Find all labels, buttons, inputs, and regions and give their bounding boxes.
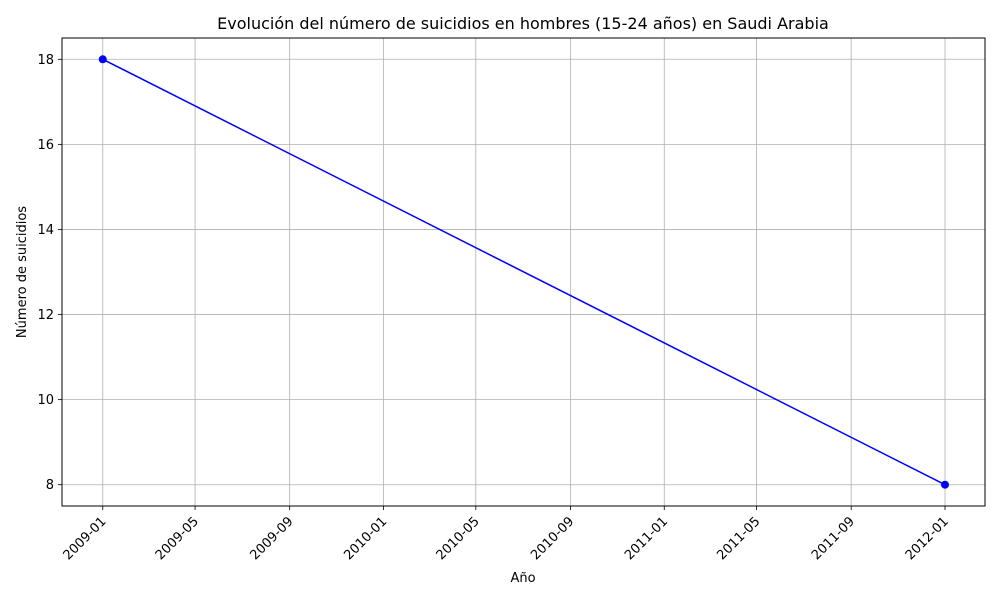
x-tick-label: 2009-01 [61,514,110,563]
y-tick-label: 18 [37,53,54,68]
y-axis-label: Número de suicidios [15,206,30,338]
x-tick-label: 2011-09 [809,514,858,563]
x-tick-label: 2009-09 [247,514,296,563]
x-tick-label: 2011-01 [622,514,671,563]
data-point [98,55,107,64]
x-axis-ticks: 2009-01 2009-05 2009-09 2010-01 2010-05 2010-… [61,506,952,563]
x-tick-label: 2011-05 [714,514,763,563]
y-tick-label: 12 [37,308,54,323]
x-tick-label: 2010-09 [528,514,577,563]
y-tick-label: 8 [46,478,54,493]
x-axis-label: Año [510,571,535,586]
x-tick-label: 2010-05 [434,514,483,563]
x-tick-label: 2010-01 [341,514,390,563]
series-line [102,58,946,486]
series-layer [98,55,950,489]
data-point [941,480,950,489]
chart-title: Evolución del número de suicidios en hom… [217,14,829,33]
y-tick-label: 14 [37,223,54,238]
plot-area-frame [61,37,986,507]
x-tick-label: 2012-01 [903,514,952,563]
y-axis-ticks: 8 10 12 14 16 18 [37,53,62,493]
y-tick-label: 10 [37,393,54,408]
x-tick-label: 2009-05 [153,514,202,563]
y-tick-label: 16 [37,138,54,153]
grid [62,38,985,506]
